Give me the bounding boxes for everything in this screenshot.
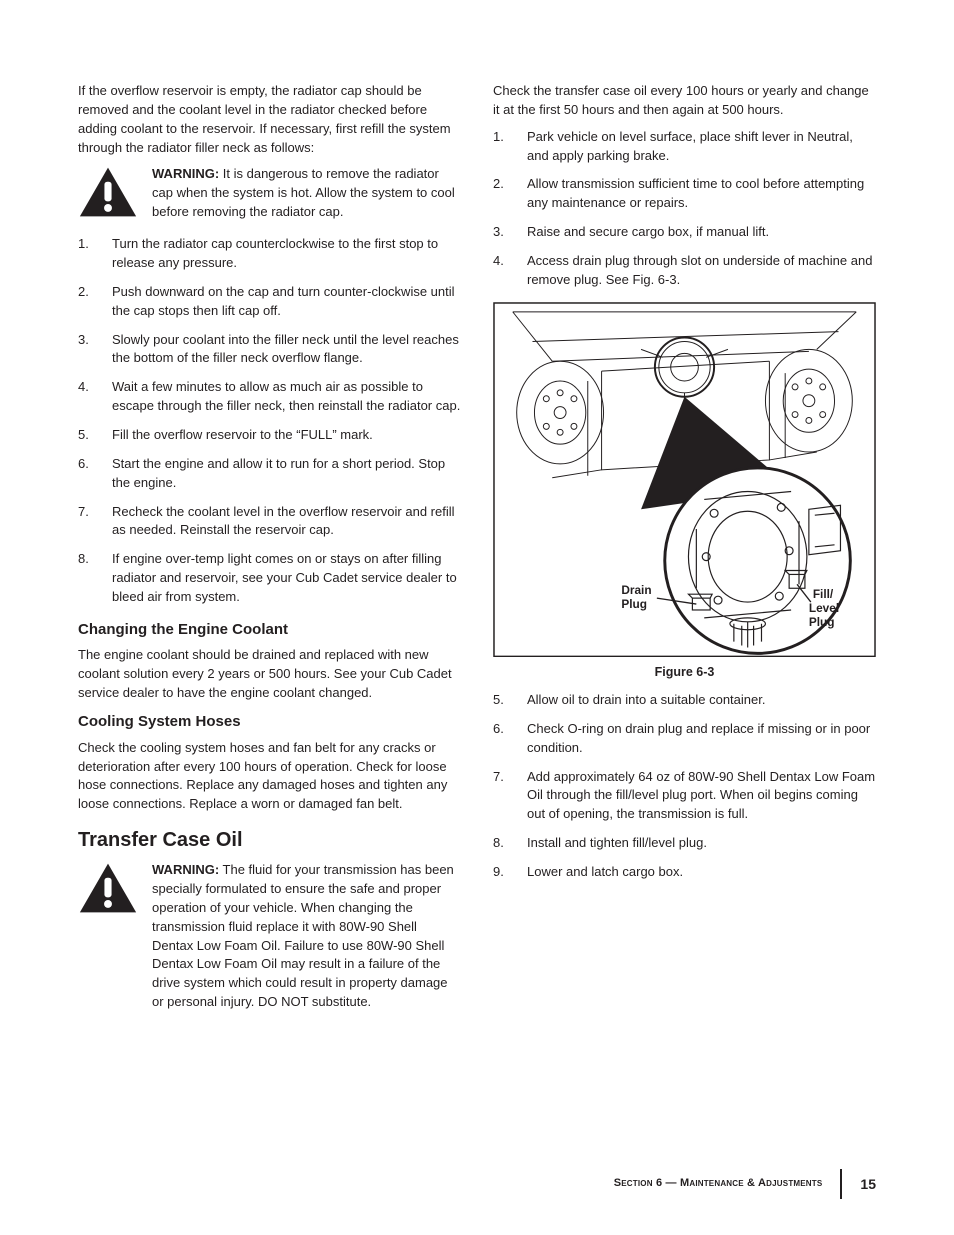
list-item: 9.Lower and latch cargo box. [493,863,876,882]
list-item: 1.Park vehicle on level surface, place s… [493,128,876,166]
list-item-number: 9. [493,863,527,882]
list-item-number: 4. [493,252,527,290]
changing-coolant-text: The engine coolant should be drained and… [78,646,461,703]
warning-radiator-cap: WARNING: It is dangerous to remove the r… [78,165,461,225]
list-item: 2.Push downward on the cap and turn coun… [78,283,461,321]
footer-page-number: 15 [860,1174,876,1194]
list-item: 3.Slowly pour coolant into the filler ne… [78,331,461,369]
list-item-number: 7. [78,503,112,541]
footer-section: Section 6 — Maintenance & Adjustments [614,1176,823,1192]
list-item: 8.If engine over-temp light comes on or … [78,550,461,607]
coolant-refill-steps: 1.Turn the radiator cap counterclockwise… [78,235,461,607]
label-drain-2: Plug [621,597,647,611]
list-item-text: Wait a few minutes to allow as much air … [112,378,461,416]
page-footer: Section 6 — Maintenance & Adjustments 15 [614,1169,876,1199]
list-item-text: Raise and secure cargo box, if manual li… [527,223,876,242]
list-item: 1.Turn the radiator cap counterclockwise… [78,235,461,273]
list-item-number: 6. [493,720,527,758]
list-item-text: Access drain plug through slot on unders… [527,252,876,290]
list-item-text: Push downward on the cap and turn counte… [112,283,461,321]
figure-caption: Figure 6-3 [493,663,876,681]
list-item-number: 1. [493,128,527,166]
warning-icon [78,165,138,225]
warning-label: WARNING: [152,862,219,877]
list-item-text: Start the engine and allow it to run for… [112,455,461,493]
list-item: 7.Recheck the coolant level in the overf… [78,503,461,541]
subhead-changing-coolant: Changing the Engine Coolant [78,619,461,641]
figure-6-3: Drain Plug Fill/ Level Plug Figure 6-3 [493,302,876,681]
list-item-number: 8. [493,834,527,853]
section-transfer-case-oil: Transfer Case Oil [78,826,461,855]
list-item-number: 4. [78,378,112,416]
warning-text: WARNING: It is dangerous to remove the r… [152,165,461,222]
list-item-number: 3. [78,331,112,369]
list-item-number: 5. [493,691,527,710]
list-item-text: Allow oil to drain into a suitable conta… [527,691,876,710]
label-fill-1: Fill/ [813,587,834,601]
transfer-case-steps-b: 5.Allow oil to drain into a suitable con… [493,691,876,882]
right-column: Check the transfer case oil every 100 ho… [493,82,876,1022]
list-item-text: Slowly pour coolant into the filler neck… [112,331,461,369]
list-item: 2.Allow transmission sufficient time to … [493,175,876,213]
list-item: 6.Check O-ring on drain plug and replace… [493,720,876,758]
warning-label: WARNING: [152,166,219,181]
warning-transmission-fluid: WARNING: The fluid for your transmission… [78,861,461,1012]
list-item-text: If engine over-temp light comes on or st… [112,550,461,607]
list-item-number: 2. [493,175,527,213]
list-item-number: 2. [78,283,112,321]
list-item: 5.Allow oil to drain into a suitable con… [493,691,876,710]
list-item-number: 6. [78,455,112,493]
list-item-text: Allow transmission sufficient time to co… [527,175,876,213]
transfer-case-steps-a: 1.Park vehicle on level surface, place s… [493,128,876,290]
list-item: 8.Install and tighten fill/level plug. [493,834,876,853]
list-item-text: Install and tighten fill/level plug. [527,834,876,853]
warning-body: The fluid for your transmission has been… [152,862,454,1009]
list-item-text: Check O-ring on drain plug and replace i… [527,720,876,758]
label-fill-2: Level [809,601,839,615]
label-fill-3: Plug [809,614,835,628]
left-column: If the overflow reservoir is empty, the … [78,82,461,1022]
list-item-text: Lower and latch cargo box. [527,863,876,882]
list-item: 7.Add approximately 64 oz of 80W-90 Shel… [493,768,876,825]
page-columns: If the overflow reservoir is empty, the … [78,82,876,1022]
warning-text: WARNING: The fluid for your transmission… [152,861,461,1012]
list-item-number: 8. [78,550,112,607]
list-item-text: Fill the overflow reservoir to the “FULL… [112,426,461,445]
list-item-text: Turn the radiator cap counterclockwise t… [112,235,461,273]
list-item-number: 3. [493,223,527,242]
list-item-number: 1. [78,235,112,273]
list-item-number: 7. [493,768,527,825]
list-item: 4.Access drain plug through slot on unde… [493,252,876,290]
list-item: 6.Start the engine and allow it to run f… [78,455,461,493]
cooling-hoses-text: Check the cooling system hoses and fan b… [78,739,461,814]
right-intro: Check the transfer case oil every 100 ho… [493,82,876,120]
label-drain-1: Drain [621,583,651,597]
list-item-text: Add approximately 64 oz of 80W-90 Shell … [527,768,876,825]
list-item: 4.Wait a few minutes to allow as much ai… [78,378,461,416]
list-item: 3.Raise and secure cargo box, if manual … [493,223,876,242]
list-item-text: Recheck the coolant level in the overflo… [112,503,461,541]
left-intro: If the overflow reservoir is empty, the … [78,82,461,157]
footer-divider [840,1169,842,1199]
list-item-text: Park vehicle on level surface, place shi… [527,128,876,166]
list-item: 5.Fill the overflow reservoir to the “FU… [78,426,461,445]
warning-icon [78,861,138,921]
subhead-cooling-hoses: Cooling System Hoses [78,711,461,733]
list-item-number: 5. [78,426,112,445]
